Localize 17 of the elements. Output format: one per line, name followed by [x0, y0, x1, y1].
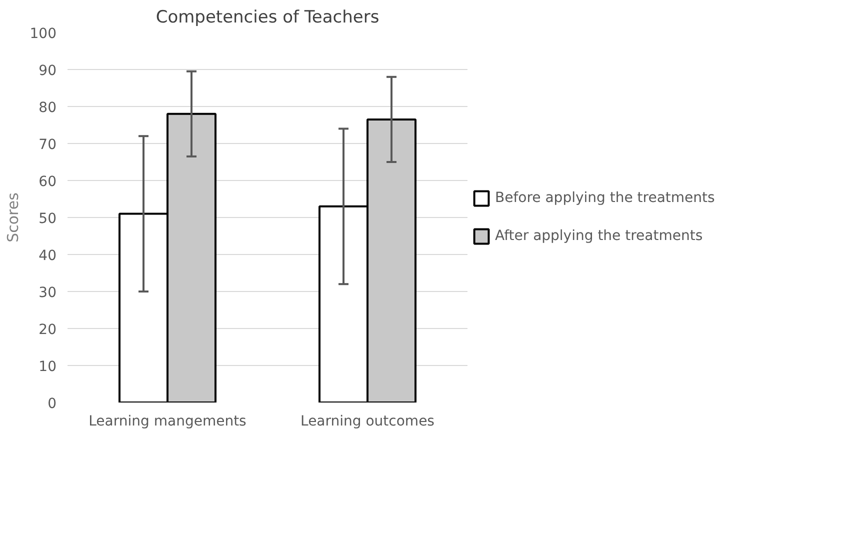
- y-tick-label: 40: [38, 248, 57, 264]
- y-tick-label: 60: [38, 174, 57, 190]
- y-tick-label: 20: [38, 322, 57, 338]
- y-tick-label: 0: [48, 396, 57, 412]
- legend-label: After applying the treatments: [495, 228, 703, 244]
- y-tick-label: 30: [38, 285, 57, 301]
- x-tick-label: Learning mangements: [88, 414, 246, 430]
- y-axis-title: Scores: [4, 192, 22, 242]
- x-tick-label: Learning outcomes: [300, 414, 434, 430]
- y-tick-label: 90: [38, 63, 57, 79]
- y-tick-label: 70: [38, 137, 57, 153]
- y-tick-label: 50: [38, 211, 57, 227]
- y-tick-label: 80: [38, 100, 57, 116]
- y-tick-label: 100: [30, 26, 57, 42]
- legend-label: Before applying the treatments: [495, 190, 715, 206]
- chart-title: Competencies of Teachers: [156, 8, 380, 28]
- y-tick-label: 10: [38, 359, 57, 375]
